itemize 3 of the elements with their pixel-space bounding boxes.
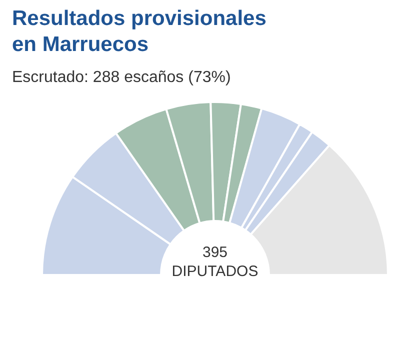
text: 395 DIPUTADOS xyxy=(172,244,258,280)
chart-title: Resultados provisionales en Marruecos xyxy=(12,7,266,56)
chart-subtitle: Escrutado: 288 escaños (73%) xyxy=(12,69,231,86)
